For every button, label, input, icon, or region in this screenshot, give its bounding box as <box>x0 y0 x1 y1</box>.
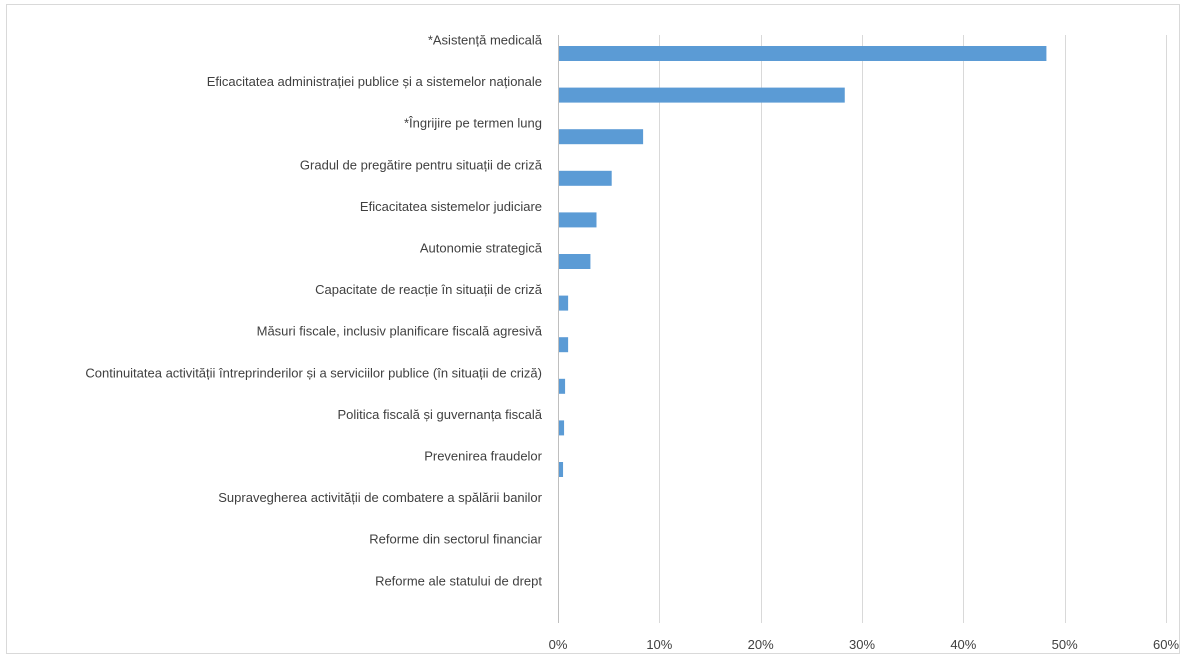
category-label: Eficacitatea sistemelor judiciare <box>360 199 542 214</box>
bar-chart: 0% 10% 20% 30% 40% 50% 60% *Asistență medicală E… <box>85 33 1179 653</box>
category-label: Prevenirea fraudelor <box>424 449 542 464</box>
category-label: Gradul de pregătire pentru situații de c… <box>300 157 543 172</box>
chart-frame: 0% 10% 20% 30% 40% 50% 60% *Asistență medicală E… <box>6 4 1180 654</box>
bar <box>559 254 591 269</box>
bar <box>559 212 597 228</box>
category-label: Continuitatea activității întreprinderil… <box>85 365 542 380</box>
category-label: Reforme ale statului de drept <box>375 573 542 588</box>
x-tick-label: 60% <box>1153 637 1179 652</box>
bar <box>559 129 644 145</box>
category-label: Capacitate de reacție în situații de cri… <box>315 282 543 297</box>
category-label: Eficacitatea administrației publice și a… <box>207 74 542 89</box>
category-label: Supravegherea activității de combatere a… <box>218 490 542 505</box>
x-tick-label: 30% <box>849 637 875 652</box>
x-tick-label: 50% <box>1052 637 1078 652</box>
bar <box>559 170 612 186</box>
category-label: Autonomie strategică <box>420 241 543 256</box>
bar <box>559 337 569 353</box>
category-label: Reforme din sectorul financiar <box>369 532 542 547</box>
category-label: *Îngrijire pe termen lung <box>404 116 542 131</box>
x-tick-label: 0% <box>549 637 568 652</box>
x-tick-label: 20% <box>748 637 774 652</box>
x-tick-label: 40% <box>950 637 976 652</box>
bar <box>559 378 566 394</box>
category-label: *Asistență medicală <box>428 33 543 48</box>
category-label: Măsuri fiscale, inclusiv planificare fis… <box>257 324 543 339</box>
bar <box>559 420 565 436</box>
bar <box>559 295 569 311</box>
bar <box>559 462 564 477</box>
bar <box>559 46 1047 61</box>
x-tick-label: 10% <box>646 637 672 652</box>
bar <box>559 87 845 103</box>
category-label: Politica fiscală și guvernanța fiscală <box>338 407 543 422</box>
